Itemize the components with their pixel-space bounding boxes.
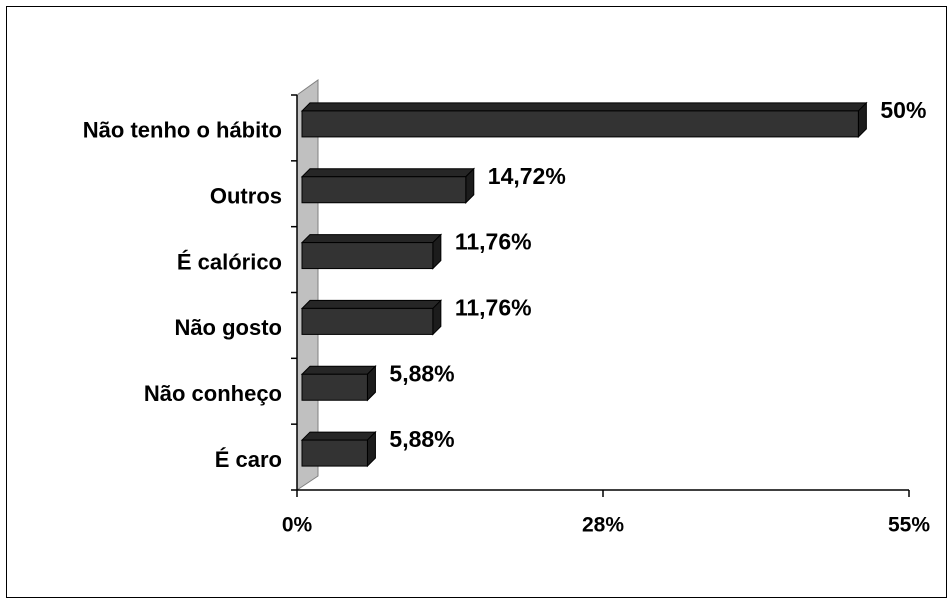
y-tick-label: Não tenho o hábito [83,118,282,143]
bar [300,167,476,204]
y-tick-label: Outros [210,184,282,209]
bar-front [301,176,467,204]
bar [300,299,443,336]
bar-top [300,299,443,309]
back-wall [296,79,319,491]
x-tick-label: 0% [282,514,313,537]
value-label: 5,88% [389,426,454,452]
bar-front [301,439,368,467]
value-label: 11,76% [455,294,532,320]
bar-front [301,242,434,270]
value-label: 14,72% [488,163,566,189]
bar-front [301,373,368,401]
bar [300,430,377,468]
bar [300,101,868,139]
y-tick-label: Não conheço [144,381,282,406]
x-tick-label: 55% [888,514,930,537]
value-label: 5,88% [389,360,454,386]
bar-top [300,234,443,244]
bar-front [301,307,434,335]
bar-top [300,168,476,178]
x-tick-label: 28% [582,514,624,537]
bar [300,233,443,270]
bar [300,365,377,402]
y-tick-label: É caro [215,447,282,472]
value-label: 11,76% [455,229,532,255]
value-label: 50% [880,97,926,123]
y-tick-label: Não gosto [174,315,282,340]
bar-top [300,365,377,375]
bar-top [300,431,377,441]
y-tick-label: É calórico [177,249,282,274]
bar-top [300,102,868,112]
bar-front [301,110,859,138]
